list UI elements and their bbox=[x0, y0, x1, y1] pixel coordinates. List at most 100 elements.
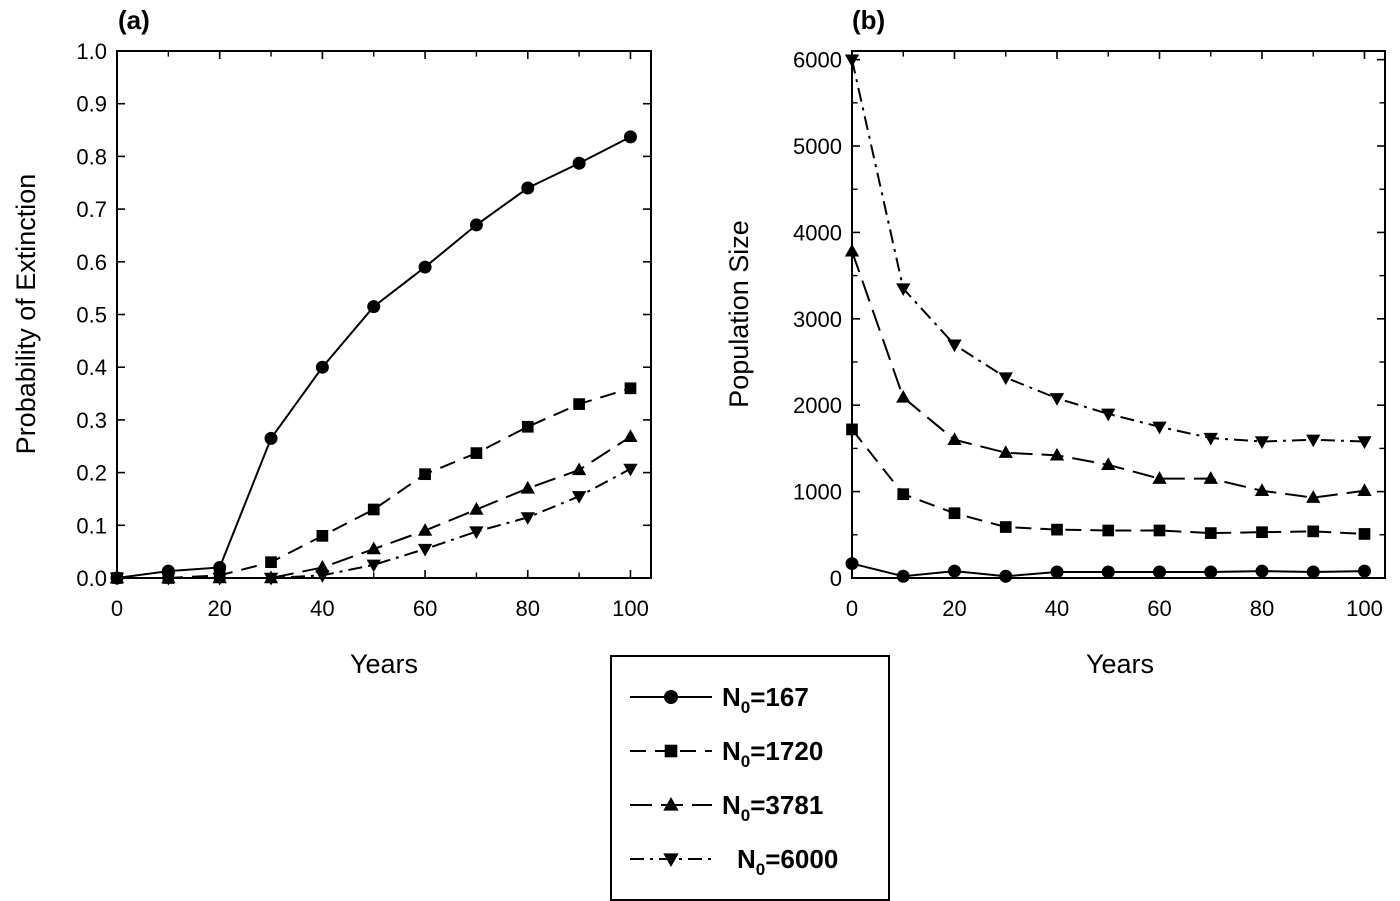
panel-b-series-2-square-marker bbox=[1204, 527, 1217, 539]
legend-frame bbox=[610, 655, 890, 901]
panel-b-population-size: (b) 0 20 40 60 80 100010002000300040005000600… bbox=[724, 5, 1386, 679]
panel-a-series-2-square-marker bbox=[265, 556, 277, 569]
panel-b-series-2-square-marker bbox=[948, 507, 961, 520]
panel-a-series-2-square-marker bbox=[367, 503, 380, 516]
legend-label-1: N0=167 bbox=[722, 682, 809, 717]
panel-b-series-2-square-marker bbox=[1153, 524, 1166, 537]
panel-a-series-4-triangle-down-marker bbox=[109, 572, 125, 586]
panel-b-series-2-square-marker bbox=[1102, 524, 1115, 537]
panel-a-series-3-triangle-up-marker bbox=[623, 429, 638, 442]
panel-b-series-3-triangle-up-marker bbox=[1203, 471, 1218, 484]
panel-b-series-1-circle-marker bbox=[948, 564, 961, 578]
panel-b-series-4-triangle-down-marker bbox=[1101, 408, 1116, 422]
panel-b-y-tick-label: 1000 bbox=[793, 480, 842, 505]
legend-label-3: N0=3781 bbox=[722, 790, 823, 825]
panel-a-x-tick-label: 20 bbox=[207, 596, 231, 621]
legend-triangle-up-marker bbox=[663, 796, 679, 811]
panel-a-x-tick-label: 0 bbox=[111, 596, 123, 621]
legend-entry-3: N0=3781 bbox=[630, 790, 823, 825]
panel-a-series-4-line bbox=[117, 468, 631, 579]
legend-label-prefix: N bbox=[722, 790, 741, 820]
panel-b-series bbox=[844, 54, 1372, 583]
panel-b-y-tick-label: 3000 bbox=[793, 307, 842, 332]
panel-b-series-1-circle-marker bbox=[1050, 565, 1064, 579]
panel-a-series-3-triangle-up-marker bbox=[366, 541, 381, 555]
panel-b-series-3-triangle-up-marker bbox=[998, 445, 1013, 458]
legend-entry-2: N0=1720 bbox=[630, 736, 823, 771]
panel-b-series-3-triangle-up-marker bbox=[947, 432, 962, 445]
panel-b-series-1-circle-marker bbox=[1153, 565, 1166, 579]
panel-b-series-2-line bbox=[851, 428, 1365, 535]
panel-a-series-4-triangle-down-marker bbox=[212, 572, 227, 586]
panel-a-y-tick-label: 0.9 bbox=[76, 92, 107, 117]
panel-a-x-tick-label: 100 bbox=[612, 596, 649, 621]
panel-b-series-1-circle-marker bbox=[896, 569, 910, 583]
panel-b-series-4-triangle-down-marker bbox=[998, 372, 1013, 386]
panel-b-x-tick-label: 80 bbox=[1250, 596, 1274, 621]
panel-a-series-4-triangle-down-marker bbox=[161, 572, 176, 586]
panel-b-series-1-circle-marker bbox=[999, 569, 1013, 583]
panel-b-y-tick-label: 5000 bbox=[793, 134, 842, 159]
panel-a-series-2-square-marker bbox=[316, 529, 329, 542]
panel-b-y-tick-label: 6000 bbox=[793, 48, 842, 73]
panel-b-series-3-triangle-up-marker bbox=[1357, 483, 1372, 496]
panel-a-y-tick-label: 0.4 bbox=[76, 355, 107, 380]
panel-a-y-axis-label: Probability of Extinction bbox=[11, 174, 41, 455]
panel-a-series-4-triangle-down-marker bbox=[263, 572, 279, 586]
panel-b-series-2-square-marker bbox=[999, 521, 1012, 533]
panel-a-label: (a) bbox=[118, 5, 150, 35]
panel-b-series-1-circle-marker bbox=[1358, 564, 1371, 578]
panel-a-series-3-triangle-up-marker bbox=[520, 480, 535, 494]
panel-b-x-axis-label: Years bbox=[1086, 649, 1154, 679]
panel-a-series-3-triangle-up-marker bbox=[469, 502, 484, 515]
panel-a-series-4-triangle-down-marker bbox=[366, 559, 381, 573]
legend-entry-4: N0=6000 bbox=[630, 844, 838, 879]
legend-label-subscript: 0 bbox=[741, 752, 750, 771]
panel-b-x-tick-label: 40 bbox=[1045, 596, 1069, 621]
legend-label-value: =3781 bbox=[750, 790, 823, 820]
legend-label-prefix: N bbox=[737, 844, 756, 874]
panel-a-series bbox=[109, 130, 638, 586]
panel-b-y-tick-label: 2000 bbox=[793, 393, 842, 418]
panel-a-y-tick-label: 0.2 bbox=[76, 461, 107, 486]
panel-a-x-axis-label: Years bbox=[350, 649, 418, 679]
panel-b-series-4-triangle-down-marker bbox=[947, 339, 962, 353]
panel-a-series-2-square-marker bbox=[521, 420, 534, 433]
panel-b-series-4-triangle-down-marker bbox=[1306, 434, 1321, 448]
panel-a-series-1-circle-marker bbox=[315, 360, 329, 374]
panel-a-ticks: 0 20 40 60 80 100 0.0 0.1 0.2 0.3 0.4 0.5 0.6 0.7 0.8 0… bbox=[76, 39, 651, 621]
panel-b-series-2-square-marker bbox=[897, 488, 910, 501]
panel-a-series-4-triangle-down-marker bbox=[315, 570, 330, 583]
panel-b-series-1-circle-marker bbox=[845, 557, 859, 571]
panel-b-series-4-triangle-down-marker bbox=[1254, 436, 1270, 449]
panel-a-series-2-square-marker bbox=[624, 382, 637, 395]
panel-a-series-4-triangle-down-marker bbox=[469, 526, 484, 540]
panel-b-series-2-square-marker bbox=[1051, 523, 1063, 536]
panel-a-series-3-triangle-up-marker bbox=[417, 523, 433, 536]
panel-b-series-3-triangle-up-marker bbox=[1254, 483, 1270, 496]
panel-b-series-2-square-marker bbox=[1307, 525, 1320, 538]
legend-label-prefix: N bbox=[722, 682, 741, 712]
panel-b-series-2-square-marker bbox=[1358, 528, 1371, 540]
panel-b-series-3-triangle-up-marker bbox=[1049, 447, 1065, 461]
panel-a-series-4-triangle-down-marker bbox=[571, 491, 587, 504]
panel-a-y-tick-label: 0.6 bbox=[76, 250, 107, 275]
panel-a-series-4-triangle-down-marker bbox=[417, 543, 433, 557]
panel-a-series-1-circle-marker bbox=[521, 181, 535, 195]
panel-b-plot-frame bbox=[851, 50, 1386, 579]
panel-a-x-tick-label: 40 bbox=[310, 596, 334, 621]
panel-b-x-tick-label: 0 bbox=[846, 596, 858, 621]
panel-a-series-2-square-marker bbox=[419, 468, 431, 481]
panel-a-series-1-circle-marker bbox=[367, 300, 381, 314]
panel-b-series-3-triangle-up-marker bbox=[1152, 471, 1167, 484]
panel-b-series-4-triangle-down-marker bbox=[1049, 393, 1065, 406]
panel-a-extinction-probability: (a) 0 20 40 60 80 100 0.0 0.1 0.2 0.3 0.4 0.5 0.6 0.7… bbox=[11, 5, 652, 679]
panel-a-series-3-triangle-up-marker bbox=[571, 462, 587, 476]
panel-b-series-3-triangle-up-marker bbox=[1101, 457, 1116, 471]
panel-a-x-tick-label: 60 bbox=[413, 596, 437, 621]
panel-b-series-4-line bbox=[851, 59, 1365, 443]
panel-a-y-tick-label: 0.1 bbox=[76, 513, 107, 538]
